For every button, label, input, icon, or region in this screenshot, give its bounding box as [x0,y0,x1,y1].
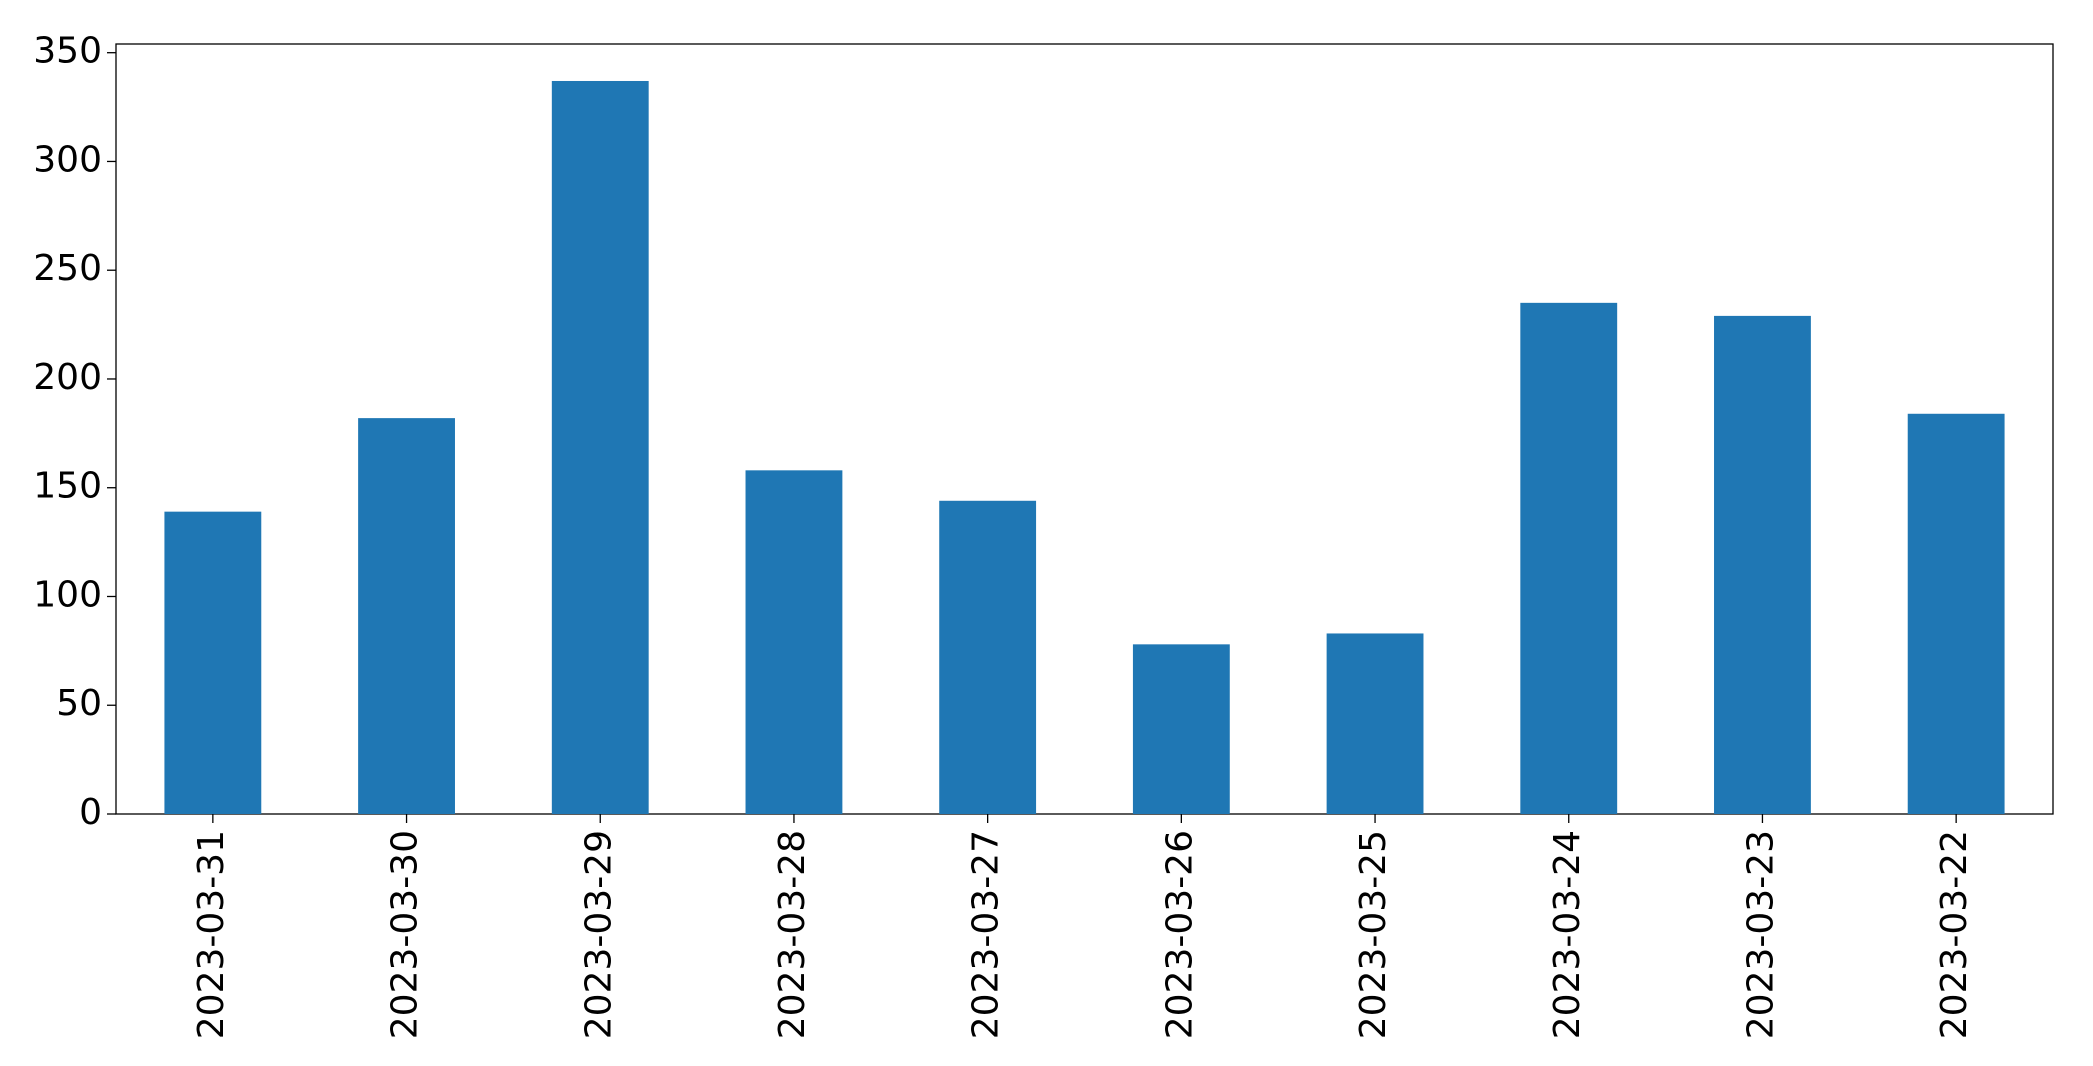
bar [164,511,262,814]
x-tick-label: 2023-03-31 [191,830,232,1039]
bar [1714,315,1811,814]
bar [1132,644,1230,814]
bar [1907,413,2005,814]
x-tick-label: 2023-03-24 [1547,830,1588,1039]
x-tick-label: 2023-03-26 [1159,830,1200,1039]
x-tick-label: 2023-03-30 [385,830,426,1039]
bar [745,470,843,814]
x-tick-label: 2023-03-22 [1934,830,1975,1039]
y-tick-label: 300 [33,139,102,180]
bar [1520,302,1618,814]
x-tick-label: 2023-03-27 [966,830,1007,1039]
bar [939,500,1037,814]
bar [551,80,649,814]
y-tick-label: 350 [33,31,102,72]
x-tick-label: 2023-03-29 [578,830,619,1039]
y-tick-label: 50 [56,683,102,724]
y-tick-label: 0 [79,792,102,833]
y-tick-label: 200 [33,357,102,398]
y-tick-label: 150 [33,466,102,507]
x-tick-label: 2023-03-23 [1740,830,1781,1039]
x-tick-label: 2023-03-25 [1353,830,1394,1039]
x-tick-label: 2023-03-28 [772,830,813,1039]
bar [1326,633,1424,814]
y-tick-label: 250 [33,248,102,289]
plot-frame [115,43,2054,815]
bar [358,418,455,814]
y-tick-label: 100 [33,574,102,615]
